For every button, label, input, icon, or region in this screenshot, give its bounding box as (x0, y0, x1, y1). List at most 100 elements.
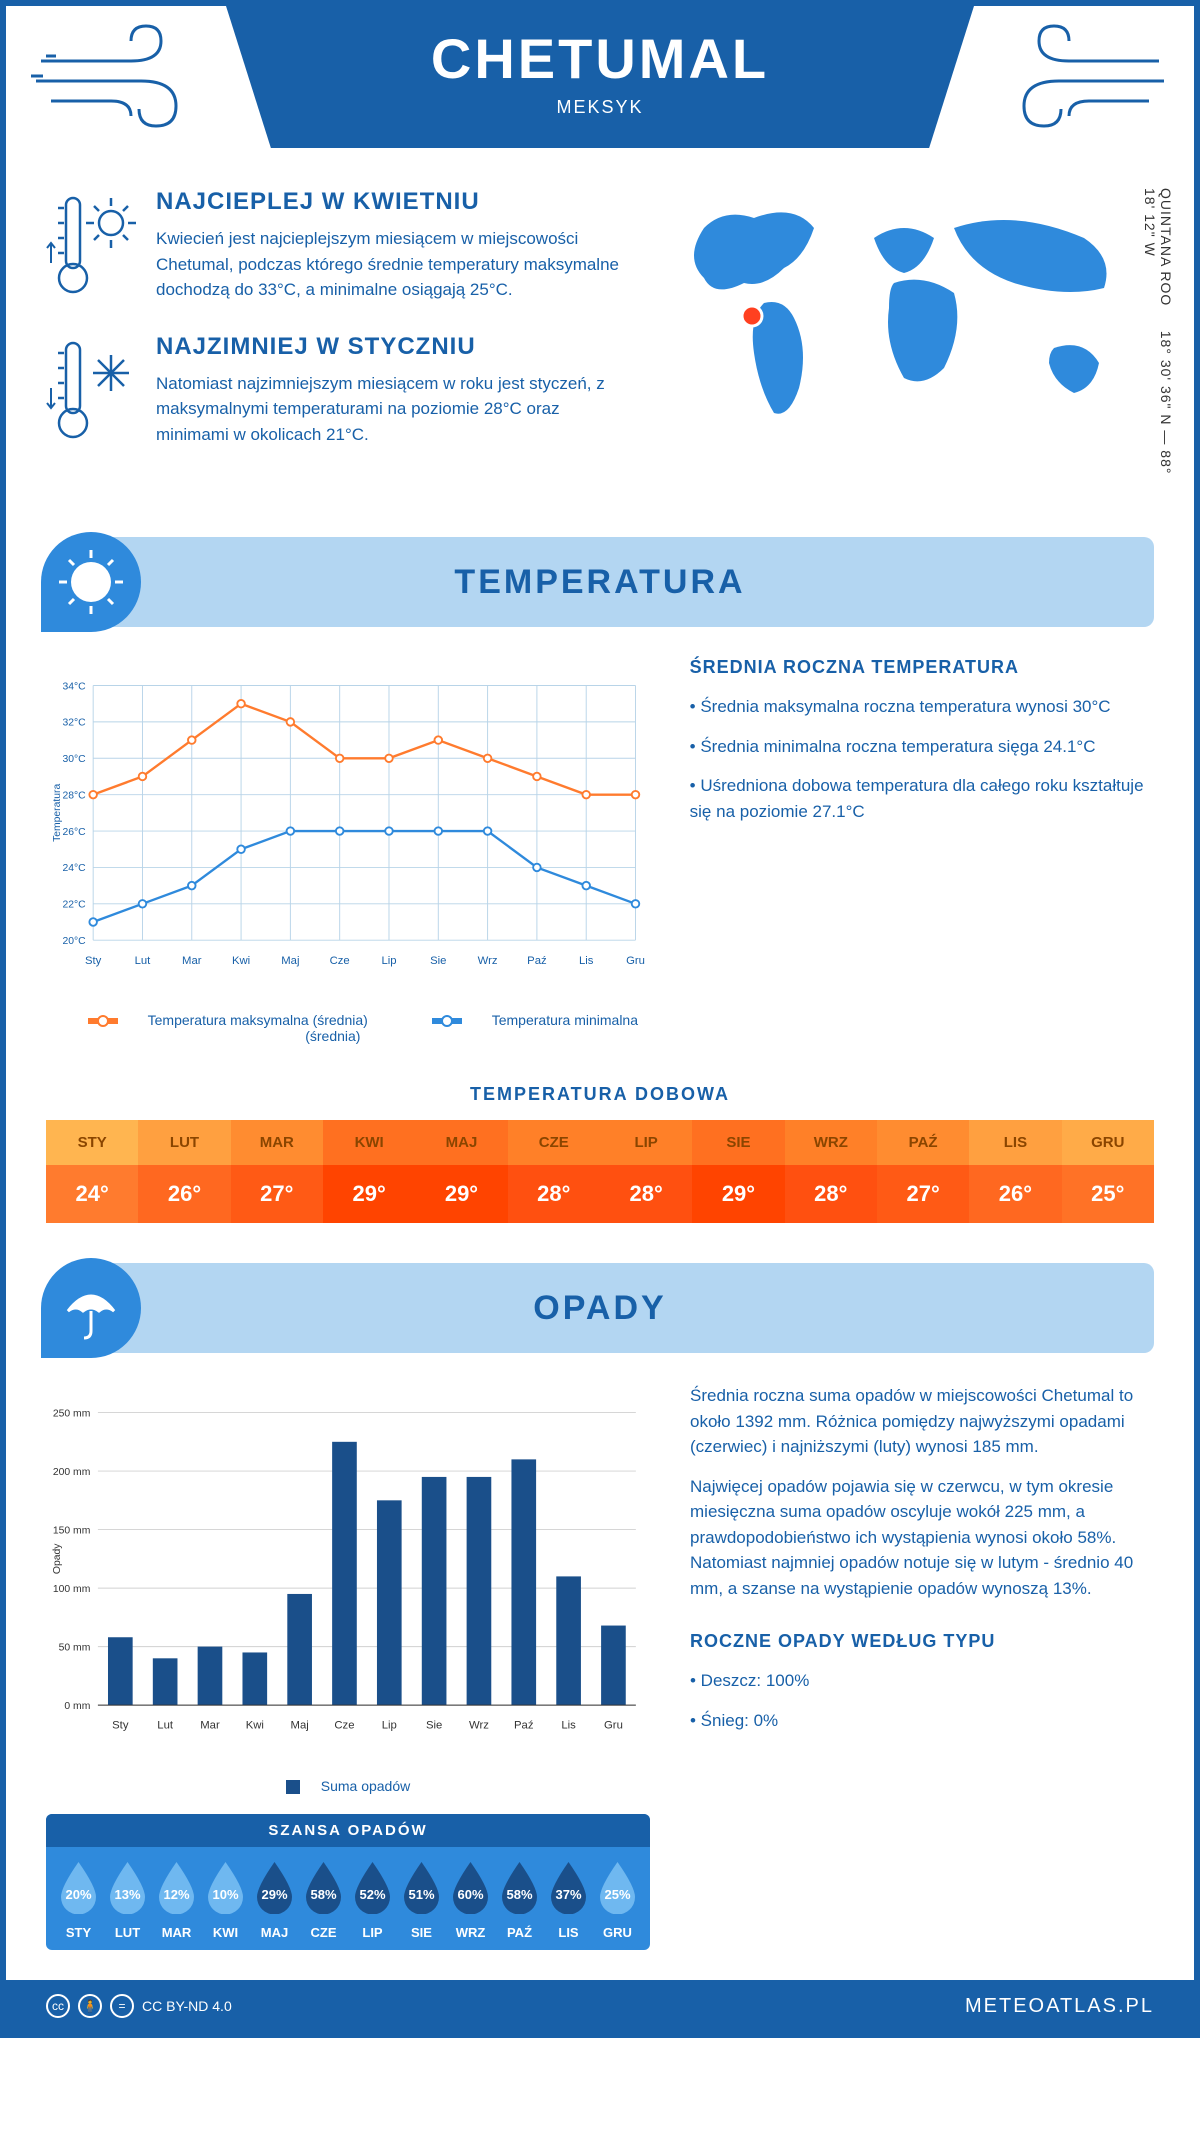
svg-text:Maj: Maj (281, 955, 299, 967)
daily-col: MAJ 29° (415, 1120, 507, 1223)
daily-value: 28° (600, 1165, 692, 1223)
daily-value: 29° (692, 1165, 784, 1223)
svg-text:32°C: 32°C (62, 718, 86, 729)
svg-text:52%: 52% (359, 1887, 385, 1902)
svg-text:13%: 13% (114, 1887, 140, 1902)
svg-text:100 mm: 100 mm (53, 1584, 90, 1595)
svg-text:Lip: Lip (381, 955, 396, 967)
svg-text:Wrz: Wrz (469, 1720, 489, 1732)
license-text: CC BY-ND 4.0 (142, 1998, 232, 2014)
precip-legend: Suma opadów (46, 1778, 650, 1794)
warmest-desc: Kwiecień jest najcieplejszym miesiącem w… (156, 226, 624, 303)
svg-text:28°C: 28°C (62, 790, 86, 801)
svg-text:Mar: Mar (200, 1720, 220, 1732)
page: CHETUMAL MEKSYK (0, 0, 1200, 2038)
chance-drop: 13% LUT (105, 1859, 150, 1940)
lat: 18° 30' 36" N (1158, 331, 1174, 426)
precipitation-bar-chart: 0 mm50 mm100 mm150 mm200 mm250 mmOpadySt… (46, 1383, 650, 1763)
daily-col: WRZ 28° (785, 1120, 877, 1223)
daily-value: 27° (231, 1165, 323, 1223)
svg-text:Lip: Lip (382, 1720, 397, 1732)
chance-drop: 37% LIS (546, 1859, 591, 1940)
svg-text:12%: 12% (163, 1887, 189, 1902)
chance-month: SIE (399, 1925, 444, 1940)
daily-month: MAJ (415, 1120, 507, 1165)
svg-text:Cze: Cze (334, 1720, 354, 1732)
drop-icon: 52% (350, 1859, 395, 1914)
temp-stat-item: • Uśredniona dobowa temperatura dla całe… (690, 773, 1154, 824)
daily-col: MAR 27° (231, 1120, 323, 1223)
temp-row: 20°C22°C24°C26°C28°C30°C32°C34°CStyLutMa… (46, 657, 1154, 1044)
world-map (654, 188, 1154, 468)
svg-text:0 mm: 0 mm (64, 1701, 90, 1712)
chance-month: KWI (203, 1925, 248, 1940)
chance-month: MAR (154, 1925, 199, 1940)
bar-chart-box: 0 mm50 mm100 mm150 mm200 mm250 mmOpadySt… (46, 1383, 650, 1950)
svg-text:Sty: Sty (112, 1720, 129, 1732)
chance-month: LUT (105, 1925, 150, 1940)
wind-icon (989, 21, 1169, 141)
temperature-title: TEMPERATURA (454, 563, 745, 601)
svg-text:29%: 29% (261, 1887, 287, 1902)
svg-text:25%: 25% (604, 1887, 630, 1902)
svg-text:50 mm: 50 mm (59, 1642, 91, 1653)
svg-text:Lut: Lut (157, 1720, 174, 1732)
precipitation-section-bar: OPADY (46, 1263, 1154, 1353)
header: CHETUMAL MEKSYK (226, 6, 974, 148)
precip-p2: Najwięcej opadów pojawia się w czerwcu, … (690, 1474, 1154, 1602)
precipitation-content: 0 mm50 mm100 mm150 mm200 mm250 mmOpadySt… (6, 1383, 1194, 1950)
svg-text:Sie: Sie (430, 955, 446, 967)
coldest-title: NAJZIMNIEJ W STYCZNIU (156, 333, 624, 361)
temperature-content: 20°C22°C24°C26°C28°C30°C32°C34°CStyLutMa… (6, 657, 1194, 1223)
coldest-desc: Natomiast najzimniejszym miesiącem w rok… (156, 371, 624, 448)
country-subtitle: MEKSYK (226, 97, 974, 118)
daily-col: LIP 28° (600, 1120, 692, 1223)
svg-text:30°C: 30°C (62, 754, 86, 765)
sun-icon (41, 532, 141, 632)
svg-text:200 mm: 200 mm (53, 1467, 90, 1478)
temp-stat-item: • Średnia minimalna roczna temperatura s… (690, 734, 1154, 760)
wind-icon (31, 21, 211, 141)
chance-drop: 12% MAR (154, 1859, 199, 1940)
chance-drop: 10% KWI (203, 1859, 248, 1940)
svg-text:Gru: Gru (626, 955, 645, 967)
svg-text:250 mm: 250 mm (53, 1408, 90, 1419)
coldest-text: NAJZIMNIEJ W STYCZNIU Natomiast najzimni… (156, 333, 624, 448)
svg-text:Mar: Mar (182, 955, 202, 967)
daily-month: GRU (1062, 1120, 1154, 1165)
chance-drop: 58% PAŹ (497, 1859, 542, 1940)
daily-value: 28° (785, 1165, 877, 1223)
chance-month: MAJ (252, 1925, 297, 1940)
legend-sum: Suma opadów (271, 1778, 426, 1794)
daily-month: MAR (231, 1120, 323, 1165)
drop-icon: 12% (154, 1859, 199, 1914)
chance-drop: 52% LIP (350, 1859, 395, 1940)
svg-text:Sty: Sty (85, 955, 102, 967)
daily-col: CZE 28° (508, 1120, 600, 1223)
daily-month: KWI (323, 1120, 415, 1165)
daily-temp-title: TEMPERATURA DOBOWA (46, 1084, 1154, 1105)
svg-text:Lut: Lut (135, 955, 152, 967)
svg-text:Temperatura: Temperatura (52, 784, 63, 842)
precip-row: 0 mm50 mm100 mm150 mm200 mm250 mmOpadySt… (46, 1383, 1154, 1950)
svg-text:51%: 51% (408, 1887, 434, 1902)
precipitation-title: OPADY (533, 1289, 666, 1327)
footer-license: cc 🧍 = CC BY-ND 4.0 (46, 1994, 232, 2018)
temperature-line-chart: 20°C22°C24°C26°C28°C30°C32°C34°CStyLutMa… (46, 657, 650, 997)
daily-month: LIP (600, 1120, 692, 1165)
footer-site: METEOATLAS.PL (965, 1995, 1154, 2018)
svg-text:Maj: Maj (291, 1720, 309, 1732)
chance-drop: 29% MAJ (252, 1859, 297, 1940)
svg-text:34°C: 34°C (62, 681, 86, 692)
precip-bytype-item: • Deszcz: 100% (690, 1668, 1154, 1694)
chance-drops: 20% STY 13% LUT 12% MAR 10% KWI 29% MAJ … (46, 1847, 650, 1940)
temp-stats-title: ŚREDNIA ROCZNA TEMPERATURA (690, 657, 1154, 678)
temperature-section-bar: TEMPERATURA (46, 537, 1154, 627)
daily-value: 26° (138, 1165, 230, 1223)
coldest-block: NAJZIMNIEJ W STYCZNIU Natomiast najzimni… (46, 333, 624, 448)
chance-month: GRU (595, 1925, 640, 1940)
chance-month: LIS (546, 1925, 591, 1940)
coordinates: QUINTANA ROO 18° 30' 36" N — 88° 18' 12"… (1142, 188, 1174, 477)
svg-text:37%: 37% (555, 1887, 581, 1902)
chance-drop: 20% STY (56, 1859, 101, 1940)
